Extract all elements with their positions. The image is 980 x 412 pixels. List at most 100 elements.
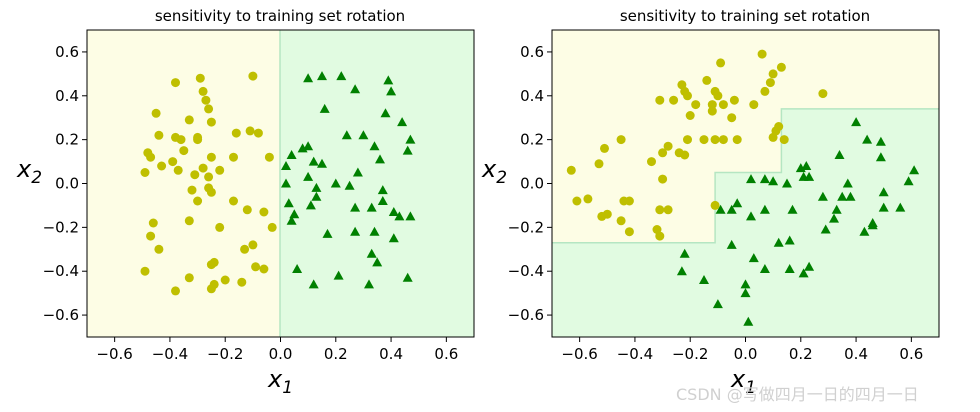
left-class0-point xyxy=(171,78,180,88)
left-class0-point xyxy=(146,231,156,241)
right-x-tick-label: −0.2 xyxy=(672,345,708,363)
left-y-tick-label: −0.4 xyxy=(43,262,79,280)
left-x-ticks: −0.6 −0.4 −0.2 0.0 0.2 0.4 0.6 xyxy=(96,337,458,363)
watermark: CSDN @写做四月一日的四月一日 xyxy=(676,385,919,404)
right-class0-point xyxy=(691,100,701,110)
left-class0-point xyxy=(248,71,258,81)
right-class1-point xyxy=(845,191,856,201)
right-class0-point xyxy=(713,91,723,101)
right-class0-point xyxy=(757,49,767,59)
right-x-ticks: −0.6 −0.4 −0.2 0.0 0.2 0.4 0.6 xyxy=(561,337,923,363)
right-class0-point xyxy=(594,159,604,169)
left-class1-point xyxy=(364,279,374,289)
left-class1-point xyxy=(386,86,397,96)
right-class1-point xyxy=(820,224,831,234)
left-class0-point xyxy=(190,170,200,180)
left-class1-point xyxy=(319,103,330,113)
right-y-tick-label: 0.2 xyxy=(520,131,544,149)
left-class0-point xyxy=(168,157,178,167)
right-class0-point xyxy=(768,132,778,142)
right-class1-point xyxy=(798,171,809,181)
right-class1-point xyxy=(829,213,839,223)
left-class0-point xyxy=(229,152,238,162)
left-class0-point xyxy=(242,205,252,215)
left-class1-point xyxy=(303,141,314,151)
right-class0-point xyxy=(600,143,609,153)
right-class0-point xyxy=(716,58,726,68)
right-class0-point xyxy=(702,75,712,85)
right-class0-point xyxy=(729,95,739,105)
right-class0-point xyxy=(774,122,784,131)
left-class1-point xyxy=(311,182,322,192)
right-class0-point xyxy=(616,135,626,145)
left-plot-area: −0.6 −0.4 −0.2 0.0 0.2 0.4 0.6 −0.6 −0.4 −0.2 0.0… xyxy=(43,29,475,363)
right-class0-point xyxy=(707,100,717,110)
right-class1-point xyxy=(903,176,914,186)
left-y-ticks: −0.6 −0.4 −0.2 0.0 0.2 0.4 0.6 xyxy=(43,43,87,324)
right-class0-point xyxy=(707,106,717,116)
right-class0-point xyxy=(647,157,656,167)
right-y-axis-label: x2 xyxy=(481,155,507,188)
right-class1-point xyxy=(726,239,737,249)
left-class0-point xyxy=(157,161,167,171)
left-class0-point xyxy=(193,135,203,145)
left-class1-point xyxy=(394,211,405,221)
right-class1-point xyxy=(699,275,709,284)
left-y-axis-label: x2 xyxy=(16,155,42,188)
left-x-tick-label: 0.4 xyxy=(379,345,403,363)
right-class1-point xyxy=(715,204,726,214)
left-class1-point xyxy=(402,145,413,155)
right-class0-point xyxy=(765,78,775,88)
right-class0-point xyxy=(663,205,673,215)
right-y-ticks: −0.6 −0.4 −0.2 0.0 0.2 0.4 0.6 xyxy=(508,43,552,324)
left-class0-point xyxy=(253,128,263,138)
left-class1-point xyxy=(383,75,394,85)
left-class1-point xyxy=(305,200,316,210)
left-class1-point xyxy=(402,272,413,282)
left-x-axis-label: x1 xyxy=(267,365,293,398)
left-class1-point xyxy=(330,178,341,188)
right-y-tick-label: 0.4 xyxy=(520,87,544,105)
left-class1-point xyxy=(358,130,369,140)
left-class0-point xyxy=(184,216,194,226)
right-class1-point xyxy=(878,202,889,212)
right-class1-point xyxy=(782,178,792,188)
right-class0-point xyxy=(768,69,778,79)
right-class1-point xyxy=(842,178,853,188)
right-class0-point xyxy=(776,62,786,72)
left-class1-point xyxy=(366,202,377,212)
right-class1-point xyxy=(712,299,723,309)
right-class1-point xyxy=(679,248,690,258)
left-class1-point xyxy=(366,248,377,258)
left-class1-point xyxy=(289,209,300,219)
left-region-class0 xyxy=(87,30,280,337)
right-subplot: sensitivity to training set rotation −0.… xyxy=(481,7,940,398)
left-class1-point xyxy=(405,211,416,221)
right-class0-point xyxy=(566,165,576,175)
right-class0-point xyxy=(749,100,759,110)
left-class1-point xyxy=(350,84,361,94)
right-class1-point xyxy=(759,204,770,214)
right-class0-point xyxy=(685,111,695,120)
right-class1-point xyxy=(726,204,737,214)
right-x-tick-label: 0.0 xyxy=(734,345,758,363)
left-class1-point xyxy=(308,279,319,289)
left-class0-point xyxy=(198,163,208,173)
right-class1-point xyxy=(851,117,862,127)
right-x-tick-label: −0.4 xyxy=(617,345,653,363)
left-class0-point xyxy=(206,152,216,162)
right-class0-point xyxy=(658,148,668,158)
left-class0-point xyxy=(173,165,183,175)
left-class0-point xyxy=(259,264,269,274)
right-class1-point xyxy=(787,204,798,214)
left-class0-point xyxy=(154,130,164,140)
right-class0-point xyxy=(652,225,662,234)
right-y-tick-label: −0.4 xyxy=(508,262,544,280)
left-y-tick-label: 0.2 xyxy=(55,131,79,149)
left-class0-point xyxy=(176,135,186,145)
left-class0-point xyxy=(148,218,158,228)
left-class0-point xyxy=(140,168,150,177)
left-class0-point xyxy=(264,152,274,162)
right-class0-point xyxy=(674,148,684,158)
left-class1-point xyxy=(311,191,322,201)
